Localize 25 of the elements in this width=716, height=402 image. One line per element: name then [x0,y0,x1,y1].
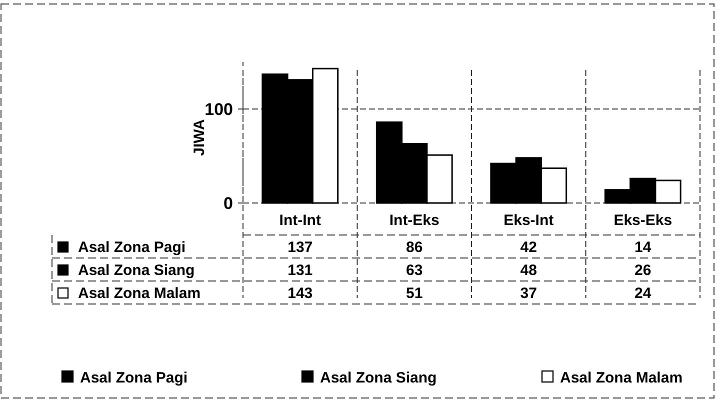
y-tick-label: 0 [224,194,233,213]
text: Asal Zona Malam [560,369,683,386]
x-tick-label: Int-Eks [389,212,440,229]
data-label: 37 [520,284,537,302]
data-label: 26 [634,262,652,279]
data-label: 48 [520,262,537,279]
y-tick-label: 100 [204,100,233,119]
data-label: 24 [634,284,652,302]
legend-label: Asal Zona Siang [78,262,195,279]
data-label: 14 [634,238,652,256]
data-label: 86 [406,238,423,256]
x-tick-label: Eks-Int [504,212,554,229]
data-label: 63 [406,262,423,279]
data-label: 143 [288,284,313,302]
data-label: 42 [520,238,537,256]
legend-label: Asal Zona Malam [78,284,201,302]
x-tick-label: Eks-Eks [614,212,672,229]
text: Asal Zona Pagi [80,369,188,386]
data-label: 137 [288,238,313,256]
x-tick-label: Int-Int [279,212,321,229]
y-axis-title: JIWA [191,119,208,156]
data-label: 131 [288,262,313,279]
legend-label: Asal Zona Pagi [78,238,186,256]
text: Asal Zona Siang [320,369,437,386]
data-label: 51 [406,284,423,302]
